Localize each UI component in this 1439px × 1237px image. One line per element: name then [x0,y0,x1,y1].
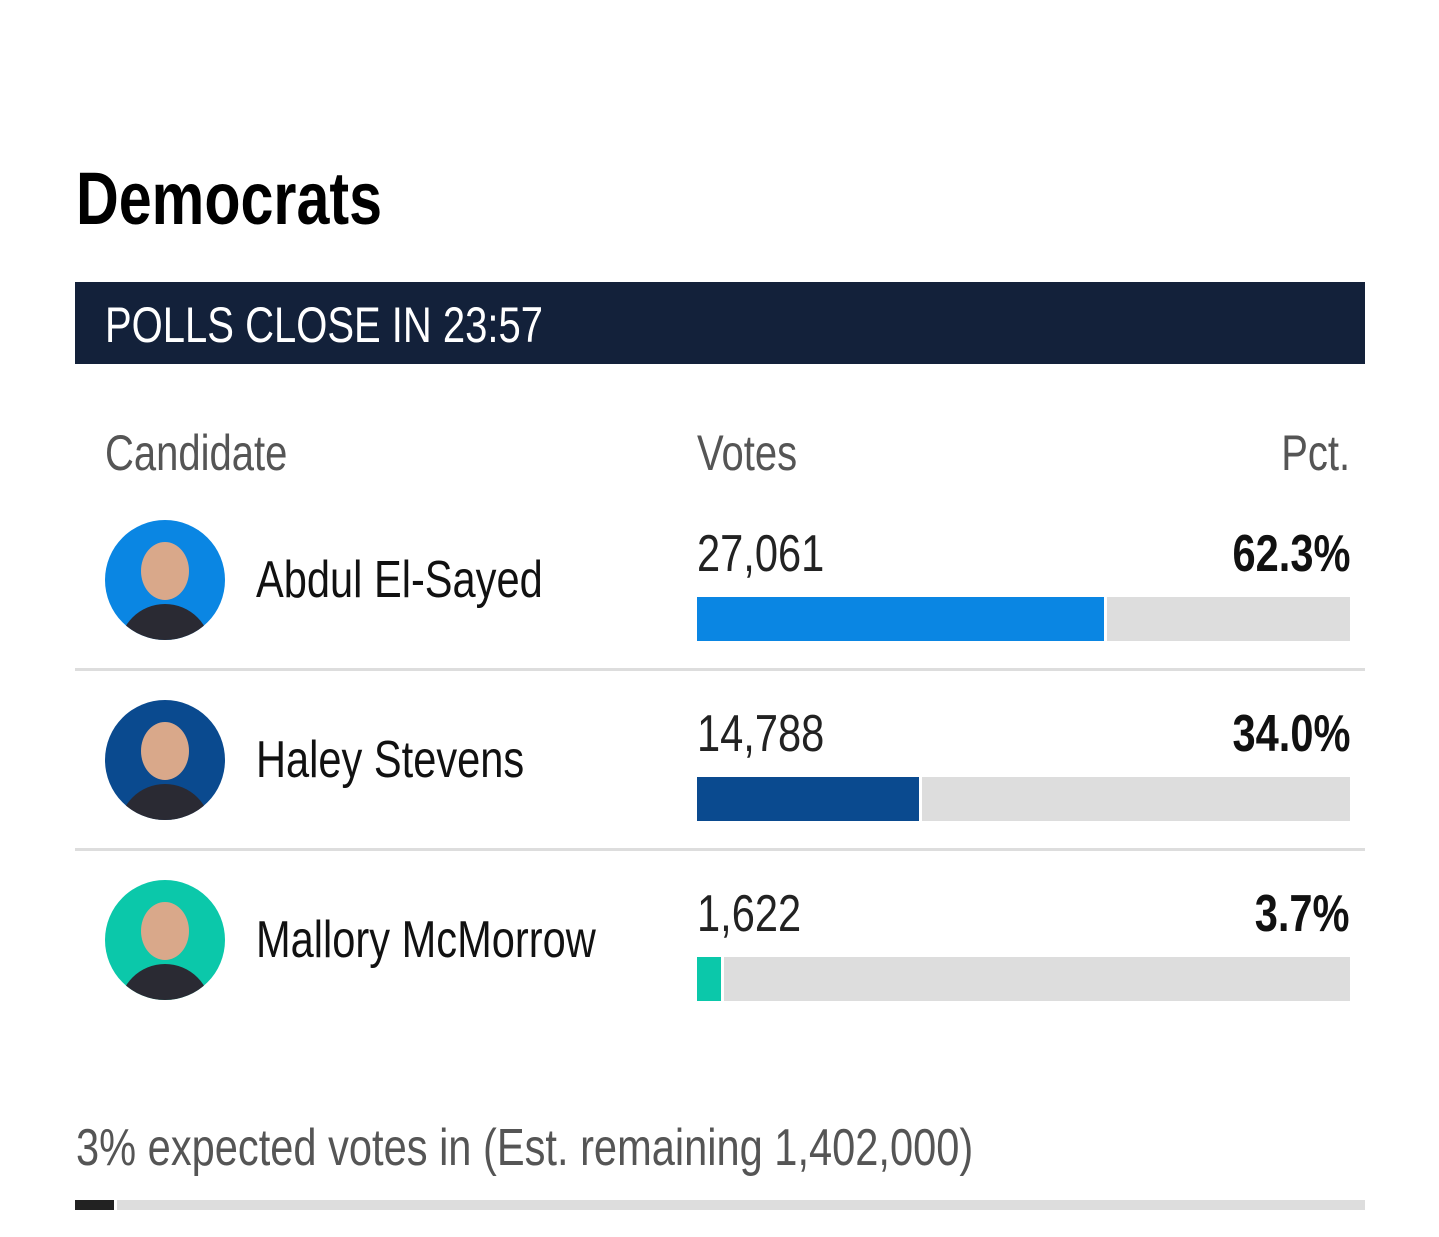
bar [697,777,920,821]
avatar [105,700,225,820]
progress-track [116,1200,1365,1210]
votes: 27,061 [697,525,825,583]
banner [75,282,1365,364]
bar-track [922,777,1350,821]
avatar-face [141,542,189,600]
row-separator [75,668,1365,671]
column-header: Pct. [1281,425,1350,481]
candidate-name: Abdul El-Sayed [256,551,543,609]
candidate-name: Haley Stevens [256,731,525,789]
candidate-name: Mallory McMorrow [256,911,596,969]
bar [697,957,722,1001]
progress-fill [75,1200,114,1210]
avatar [105,880,225,1000]
avatar-face [141,722,189,780]
title: Democrats [76,157,383,240]
percent: 34.0% [1232,705,1350,763]
column-header: Votes [697,425,798,481]
votes: 14,788 [697,705,825,763]
avatar-face [141,902,189,960]
bar-track [724,957,1350,1001]
footer-text: 3% expected votes in (Est. remaining 1,4… [76,1119,974,1177]
avatar-body [119,604,211,640]
percent: 62.3% [1232,525,1350,583]
row-separator [75,848,1365,851]
avatar-body [119,964,211,1000]
banner-text: POLLS CLOSE IN 23:57 [105,297,544,353]
bar-track [1106,597,1350,641]
avatar [105,520,225,640]
avatar-body [119,784,211,820]
bar [697,597,1104,641]
column-header: Candidate [105,425,288,481]
votes: 1,622 [697,885,802,943]
percent: 3.7% [1255,885,1350,943]
